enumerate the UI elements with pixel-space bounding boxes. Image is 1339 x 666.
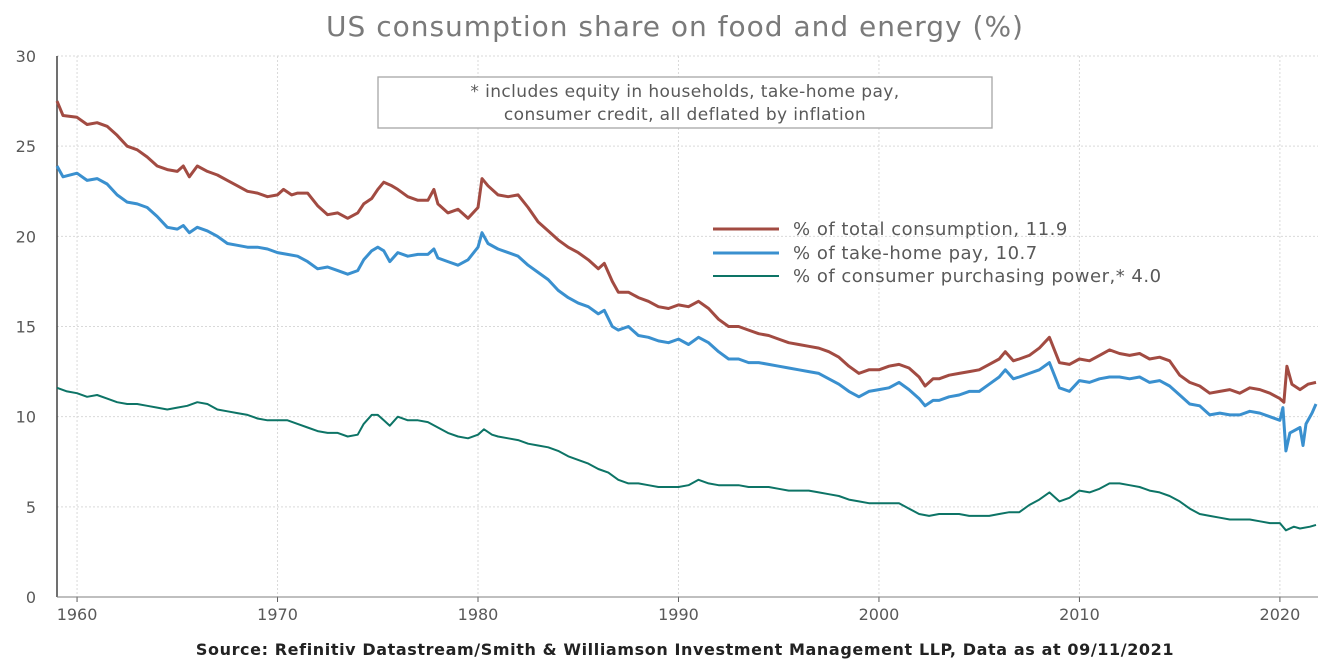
x-tick-label: 1970: [257, 605, 298, 624]
legend-label-1: % of total consumption, 11.9: [793, 219, 1068, 240]
series-lines: [55, 100, 1318, 532]
x-tick-label: 1980: [458, 605, 499, 624]
y-tick-label: 30: [16, 47, 36, 66]
x-tick-label: 2010: [1059, 605, 1100, 624]
source-note: Source: Refinitiv Datastream/Smith & Wil…: [196, 640, 1174, 659]
axes: 0 5 10 15 20 25 30 1960 1970 1980 1990 2000 2010 2020: [16, 47, 1318, 624]
legend-label-2: % of take-home pay, 10.7: [793, 243, 1038, 264]
grid: [57, 55, 1318, 597]
chart-title: US consumption share on food and energy …: [326, 10, 1024, 43]
y-tick-label: 20: [16, 227, 36, 246]
series-line-1: [55, 100, 1317, 404]
series-line-2: [55, 165, 1318, 453]
y-tick-label: 0: [26, 588, 36, 607]
y-tick-label: 25: [16, 137, 36, 156]
x-tick-label: 1960: [57, 605, 98, 624]
x-tick-label: 2020: [1260, 605, 1301, 624]
legend: % of total consumption, 11.9 % of take-ho…: [713, 219, 1162, 287]
y-tick-label: 10: [16, 408, 36, 427]
y-tick-label: 15: [16, 318, 36, 337]
series-line-3: [56, 386, 1317, 532]
x-tick-label: 2000: [859, 605, 900, 624]
note-box-border: [377, 76, 993, 129]
note-box: * includes equity in households, take-ho…: [377, 76, 993, 129]
x-tick-label: 1990: [658, 605, 699, 624]
legend-label-3: % of consumer purchasing power,* 4.0: [793, 266, 1162, 287]
note-line-2: consumer credit, all deflated by inflati…: [504, 105, 866, 125]
y-tick-label: 5: [26, 498, 36, 517]
note-line-1: * includes equity in households, take-ho…: [470, 82, 899, 102]
